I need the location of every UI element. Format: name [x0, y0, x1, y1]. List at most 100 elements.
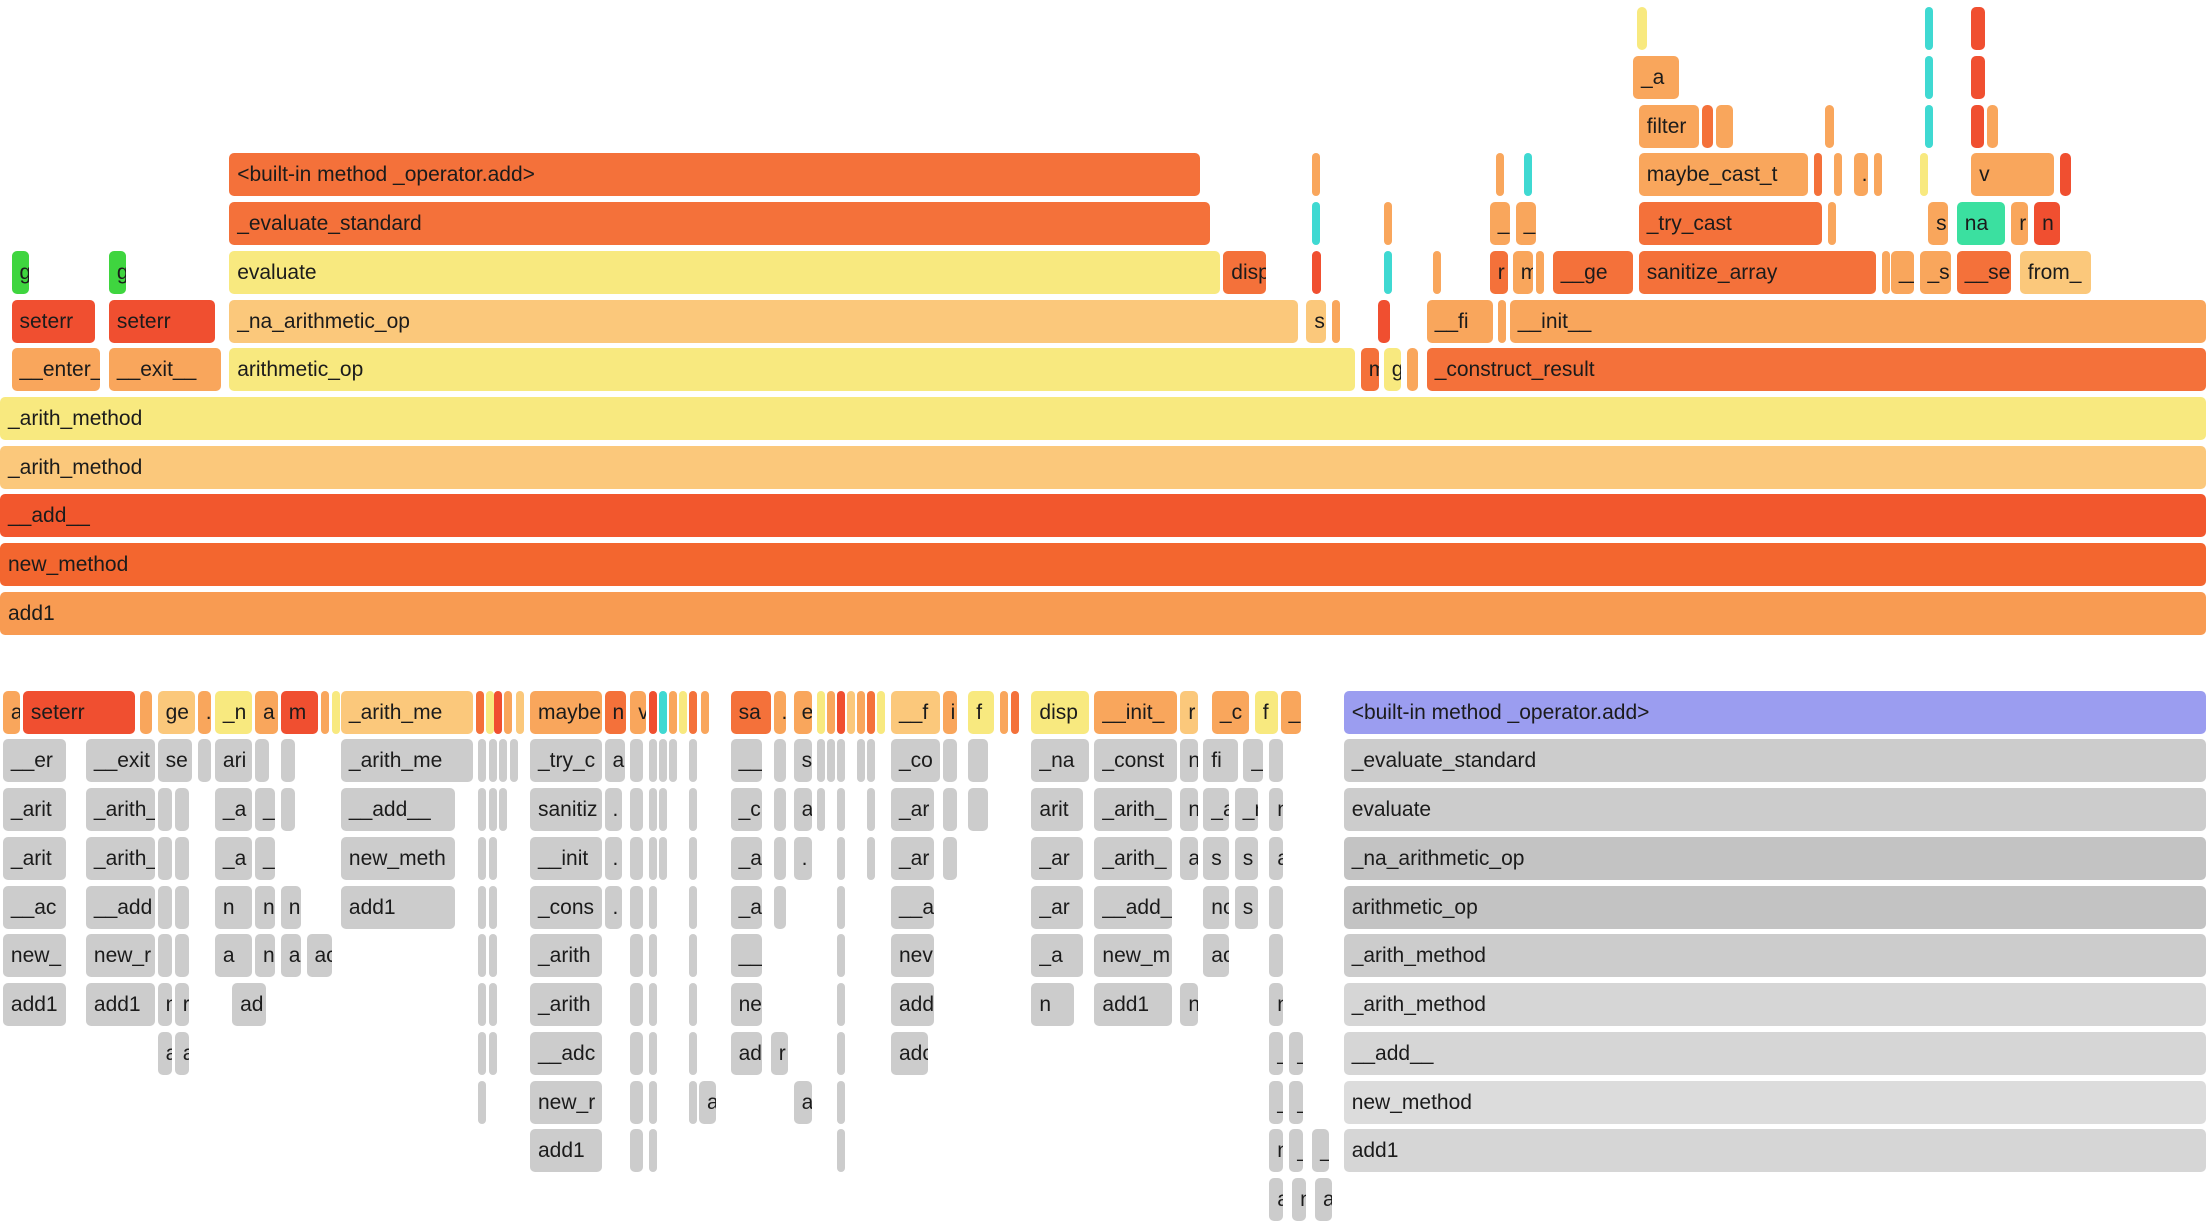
flame-bar[interactable]: a	[280, 934, 301, 978]
flame-sliver[interactable]	[280, 788, 296, 832]
flame-sliver[interactable]	[140, 690, 152, 734]
flame-bar[interactable]: add1	[340, 885, 456, 929]
flame-bar[interactable]: .	[604, 788, 622, 832]
flame-bar[interactable]: .	[773, 690, 787, 734]
flame-sliver[interactable]	[498, 739, 507, 783]
flame-bar[interactable]: g	[108, 250, 127, 294]
flame-bar[interactable]: __add__	[1343, 1031, 2206, 1075]
flame-sliver[interactable]	[836, 983, 845, 1026]
flame-sliver[interactable]	[1378, 299, 1390, 343]
flame-bar[interactable]: _arith	[530, 934, 602, 978]
flame-bar[interactable]: _ar	[891, 836, 934, 880]
flame-sliver[interactable]	[689, 934, 697, 978]
flame-sliver[interactable]	[689, 983, 697, 1026]
flame-bar[interactable]: _	[1289, 1031, 1304, 1075]
flame-bar[interactable]: g	[1383, 348, 1401, 392]
flame-bar[interactable]: sanitize_array	[1638, 250, 1877, 294]
flame-bar[interactable]: <built-in method _operator.add>	[229, 153, 1201, 197]
flame-sliver[interactable]	[630, 1080, 644, 1124]
flame-bar[interactable]: a	[1269, 1177, 1284, 1221]
flame-bar[interactable]: s	[1306, 299, 1327, 343]
flame-sliver[interactable]	[2059, 153, 2072, 197]
flame-bar[interactable]: r	[2011, 202, 2029, 246]
flame-bar[interactable]: a	[793, 788, 813, 832]
flame-sliver[interactable]	[968, 739, 989, 783]
flame-bar[interactable]: _arith_me	[340, 739, 473, 783]
flame-bar[interactable]: arit	[1031, 788, 1083, 832]
flame-sliver[interactable]	[332, 690, 341, 734]
flame-sliver[interactable]	[689, 690, 697, 734]
flame-bar[interactable]: maybe	[530, 690, 602, 734]
flame-bar[interactable]: a	[793, 1080, 813, 1124]
flame-bar[interactable]: ac	[306, 934, 333, 978]
flame-bar[interactable]: filter	[1638, 104, 1699, 148]
flame-sliver[interactable]	[1495, 153, 1505, 197]
flame-sliver[interactable]	[1986, 104, 1999, 148]
flame-sliver[interactable]	[816, 690, 825, 734]
flame-bar[interactable]: __adc	[530, 1031, 602, 1075]
flame-sliver[interactable]	[174, 836, 190, 880]
flame-bar[interactable]: __	[1890, 250, 1914, 294]
flame-sliver[interactable]	[478, 934, 487, 978]
flame-bar[interactable]: __	[730, 934, 763, 978]
flame-sliver[interactable]	[648, 1031, 657, 1075]
flame-sliver[interactable]	[1971, 104, 1984, 148]
flame-bar[interactable]: arithmetic_op	[1343, 885, 2206, 929]
flame-sliver[interactable]	[1637, 7, 1648, 51]
flame-bar[interactable]: add1	[1094, 983, 1172, 1026]
flame-bar[interactable]: g	[11, 250, 29, 294]
flame-sliver[interactable]	[280, 739, 296, 783]
flame-bar[interactable]: _arit	[2, 836, 66, 880]
flame-bar[interactable]: _co	[891, 739, 940, 783]
flame-bar[interactable]: i	[942, 690, 957, 734]
flame-sliver[interactable]	[157, 885, 172, 929]
flame-bar[interactable]: _a	[1633, 55, 1679, 99]
flame-sliver[interactable]	[658, 690, 667, 734]
flame-sliver[interactable]	[942, 788, 957, 832]
flame-sliver[interactable]	[174, 934, 190, 978]
flame-bar[interactable]: new_r	[85, 934, 155, 978]
flame-bar[interactable]: _a	[255, 788, 276, 832]
flame-sliver[interactable]	[648, 1080, 657, 1124]
flame-bar[interactable]: r	[174, 983, 190, 1026]
flame-sliver[interactable]	[1825, 104, 1834, 148]
flame-bar[interactable]: new_method	[0, 543, 2206, 587]
flame-sliver[interactable]	[648, 690, 657, 734]
flame-sliver[interactable]	[856, 690, 865, 734]
flame-sliver[interactable]	[836, 885, 845, 929]
flame-sliver[interactable]	[773, 739, 787, 783]
flame-sliver[interactable]	[836, 1031, 845, 1075]
flame-sliver[interactable]	[669, 690, 677, 734]
flame-bar[interactable]: __add__	[0, 494, 2206, 538]
flame-sliver[interactable]	[1406, 348, 1419, 392]
flame-sliver[interactable]	[648, 885, 657, 929]
flame-sliver[interactable]	[669, 739, 677, 783]
flame-bar[interactable]: n	[1180, 739, 1198, 783]
flame-sliver[interactable]	[157, 788, 172, 832]
flame-sliver[interactable]	[478, 885, 487, 929]
flame-bar[interactable]: a	[2, 690, 21, 734]
flame-bar[interactable]: add1	[2, 983, 66, 1026]
flame-bar[interactable]: new_method	[1343, 1080, 2206, 1124]
flame-bar[interactable]: s	[1234, 836, 1258, 880]
flame-bar[interactable]: e	[793, 690, 813, 734]
flame-bar[interactable]: f	[1254, 690, 1278, 734]
flame-bar[interactable]: _a	[730, 885, 763, 929]
flame-sliver[interactable]	[773, 788, 787, 832]
flame-bar[interactable]: new_m	[1094, 934, 1172, 978]
flame-bar[interactable]: _try_c	[530, 739, 602, 783]
flame-sliver[interactable]	[1925, 55, 1934, 99]
flame-bar[interactable]: _	[1289, 1129, 1304, 1173]
flame-bar[interactable]: ac	[1203, 934, 1230, 978]
flame-sliver[interactable]	[1383, 250, 1392, 294]
flame-bar[interactable]: .	[793, 836, 813, 880]
flame-sliver[interactable]	[488, 836, 497, 880]
flame-bar[interactable]: ne	[255, 934, 276, 978]
flame-sliver[interactable]	[630, 739, 644, 783]
flame-sliver[interactable]	[816, 739, 825, 783]
flame-sliver[interactable]	[488, 739, 497, 783]
flame-sliver[interactable]	[999, 690, 1008, 734]
flame-bar[interactable]: _	[1269, 1080, 1284, 1124]
flame-sliver[interactable]	[648, 836, 657, 880]
flame-bar[interactable]: _arith_method	[1343, 934, 2206, 978]
